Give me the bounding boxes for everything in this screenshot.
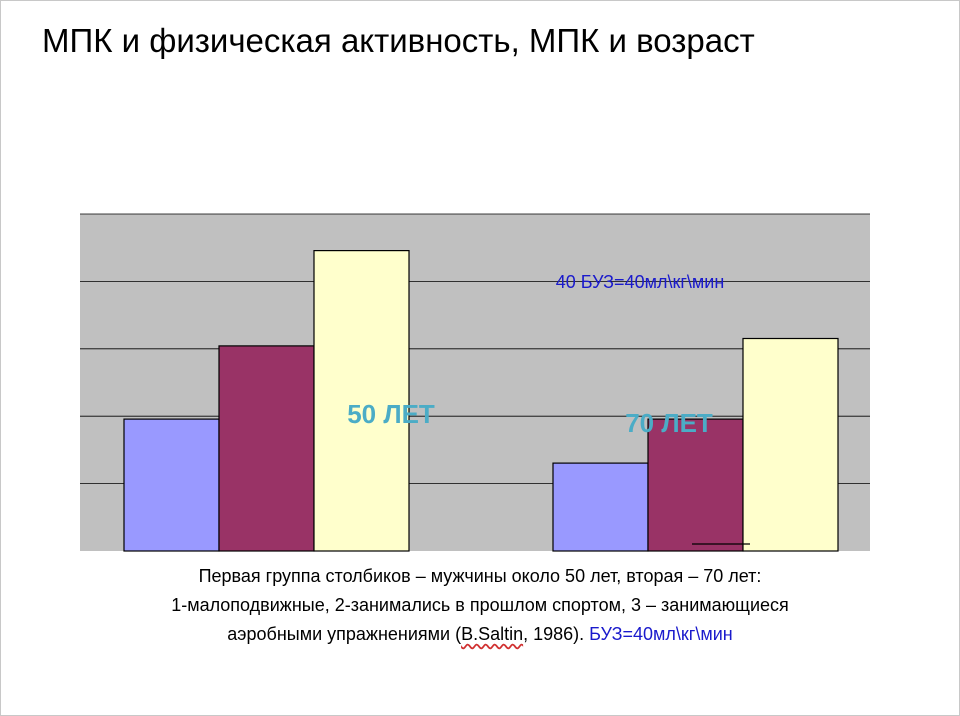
category-labels: 50 ЛЕТ 70 ЛЕТ: [347, 399, 713, 438]
slide-title: МПК и физическая активность, МПК и возра…: [42, 22, 755, 59]
gridlines: [80, 213, 870, 485]
bars: [123, 250, 839, 552]
bar-series-1-group-2: [552, 462, 649, 552]
bar-series-3-group-2: [742, 337, 839, 552]
bar-series-2-group-1: [218, 345, 315, 552]
category-label-1: 50 ЛЕТ: [347, 399, 435, 429]
caption-author: B.Saltin: [461, 624, 524, 644]
annotation-label: 40 БУЗ=40мл\кг\мин: [556, 272, 725, 292]
caption-line-2: 1-малоподвижные, 2-занимались в прошлом …: [171, 595, 789, 615]
category-label-2: 70 ЛЕТ: [625, 408, 713, 438]
chart-caption: Первая группа столбиков – мужчины около …: [40, 562, 920, 649]
bar-series-3-group-1: [313, 250, 410, 552]
caption-line-3-suffix: , 1986).: [523, 624, 590, 644]
bar-series-1-group-1: [123, 418, 220, 552]
bar-series-2-group-2: [647, 418, 744, 552]
caption-line-1: Первая группа столбиков – мужчины около …: [198, 566, 762, 586]
caption-line-3-prefix: аэробными упражнениями (: [227, 624, 462, 644]
caption-unit: БУЗ=40мл\кг\мин: [589, 624, 733, 644]
caption-line-3: аэробными упражнениями (B.Saltin, 1986).…: [40, 620, 920, 649]
